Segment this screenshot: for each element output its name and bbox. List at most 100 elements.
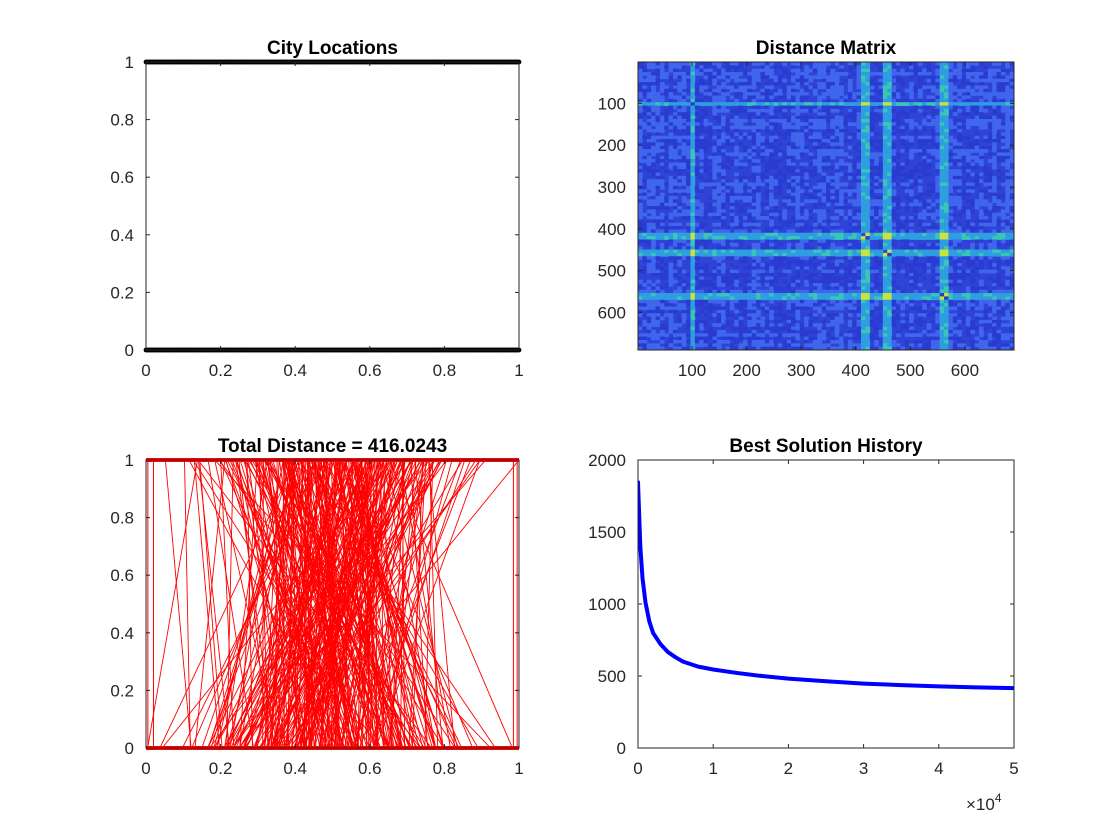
heatmap-cell [974,206,980,210]
heatmap-cell [843,192,849,197]
heatmap-cell [664,115,669,120]
heatmap-cell [887,175,892,180]
heatmap-cell [860,266,866,271]
heatmap-cell [817,105,823,110]
heatmap-cell [996,118,1002,123]
heatmap-cell [734,276,739,281]
heatmap-cell [642,195,648,200]
heatmap-cell [821,252,827,257]
heatmap-cell [677,65,683,70]
heatmap-cell [686,72,691,76]
heatmap-cell [882,276,888,281]
heatmap-cell [655,216,661,220]
heatmap-cell [769,62,774,66]
heatmap-cell [957,279,962,284]
heatmap-cell [672,266,678,271]
heatmap-cell [948,246,954,250]
heatmap-cell [996,199,1002,204]
heatmap-cell [729,65,735,70]
heatmap-cell [904,145,910,150]
heatmap-cell [891,152,897,157]
heatmap-cell [957,269,962,274]
heatmap-cell [756,229,761,234]
heatmap-cell [821,108,827,113]
heatmap-cell [826,256,831,260]
heatmap-cell [756,165,761,170]
heatmap-cell [725,65,731,70]
heatmap-cell [874,179,879,183]
heatmap-cell [729,82,735,86]
heatmap-cell [952,283,958,287]
heatmap-cell [808,209,814,214]
heatmap-cell [694,105,700,110]
heatmap-cell [874,172,879,177]
heatmap-cell [729,232,735,237]
heatmap-cell [756,185,761,190]
heatmap-cell [821,239,827,244]
heatmap-cell [882,172,888,177]
heatmap-cell [764,175,770,180]
heatmap-cell [900,162,906,167]
heatmap-cell [830,88,836,93]
heatmap-cell [817,189,823,194]
heatmap-cell [747,135,753,140]
heatmap-cell [1009,152,1014,157]
heatmap-cell [913,102,919,106]
heatmap-cell [983,256,989,260]
heatmap-cell [707,206,713,210]
heatmap-cell [764,165,770,170]
heatmap-cell [1000,212,1006,217]
heatmap-cell [839,149,844,153]
heatmap-cell [878,85,884,90]
heatmap-cell [721,249,726,254]
heatmap-cell [664,142,669,147]
heatmap-cell [756,128,761,133]
heatmap-cell [651,179,656,183]
heatmap-cell [909,95,914,100]
heatmap-cell [734,92,739,96]
heatmap-cell [799,128,805,133]
heatmap-cell [773,78,779,83]
heatmap-cell [751,142,757,147]
heatmap-cell [795,289,801,294]
heatmap-cell [655,118,661,123]
heatmap-cell [869,232,875,237]
heatmap-cell [869,125,875,130]
heatmap-cell [721,202,726,207]
heatmap-cell [882,78,888,83]
heatmap-cell [646,182,652,187]
heatmap-cell [725,192,731,197]
heatmap-cell [769,242,774,247]
heatmap-cell [887,229,892,234]
heatmap-cell [957,169,962,173]
heatmap-cell [782,112,788,116]
heatmap-cell [970,72,976,76]
heatmap-cell [856,75,862,80]
heatmap-cell [799,142,805,147]
heatmap-cell [817,239,823,244]
heatmap-cell [773,246,779,250]
heatmap-cell [782,105,788,110]
heatmap-cell [659,75,665,80]
heatmap-cell [952,162,958,167]
heatmap-cell [939,249,945,254]
heatmap-cell [799,82,805,86]
heatmap-cell [690,249,696,254]
heatmap-cell [826,78,831,83]
heatmap-cell [843,128,849,133]
heatmap-cell [878,122,884,127]
heatmap-cell [703,246,709,250]
heatmap-cell [996,125,1002,130]
heatmap-cell [979,259,984,264]
heatmap-cell [716,256,722,260]
heatmap-cell [664,249,669,254]
heatmap-cell [751,75,757,80]
heatmap-cell [917,92,923,96]
heatmap-cell [699,149,704,153]
heatmap-cell [891,108,897,113]
heatmap-cell [799,152,805,157]
heatmap-cell [677,222,683,227]
heatmap-cell [760,125,766,130]
heatmap-cell [882,283,888,287]
heatmap-cell [773,192,779,197]
